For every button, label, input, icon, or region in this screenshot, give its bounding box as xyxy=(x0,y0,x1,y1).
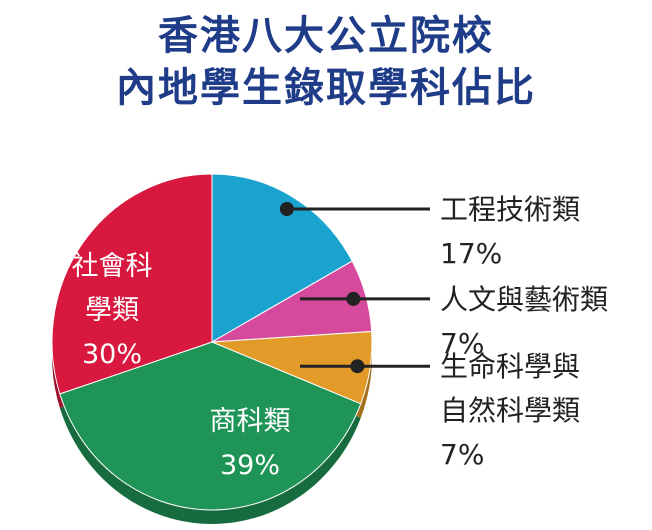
callout-dot xyxy=(279,202,294,216)
callout-dot xyxy=(350,359,365,374)
slice-value-label: 30% xyxy=(82,339,142,370)
pie-slice xyxy=(59,341,362,511)
slice-value-label: 39% xyxy=(220,450,280,481)
slice-labels: 工程技術類17%人文與藝術類7%生命科學與自然科學類7%商科類39%社會科學類3… xyxy=(72,193,609,481)
slice-label: 人文與藝術類 xyxy=(440,283,608,316)
pie-slice xyxy=(211,173,353,343)
callout-leaders xyxy=(279,202,430,374)
slice-label: 學類 xyxy=(85,295,139,326)
pie-slices xyxy=(51,173,373,511)
slice-value-label: 17% xyxy=(440,237,502,270)
slice-label: 生命科學與 xyxy=(440,350,580,383)
slice-label: 自然科學類 xyxy=(440,394,580,427)
slice-label: 商科類 xyxy=(210,406,291,437)
chart-title-line-2: 內地學生錄取學科佔比 xyxy=(116,64,536,111)
slice-label: 工程技術類 xyxy=(440,193,580,226)
chart-title-line-1: 香港八大公立院校 xyxy=(158,12,494,59)
pie-slice xyxy=(51,173,213,395)
callout-dot xyxy=(346,291,361,306)
slice-label: 社會科 xyxy=(72,251,153,282)
slice-value-label: 7% xyxy=(440,327,484,360)
slice-value-label: 7% xyxy=(440,438,484,471)
